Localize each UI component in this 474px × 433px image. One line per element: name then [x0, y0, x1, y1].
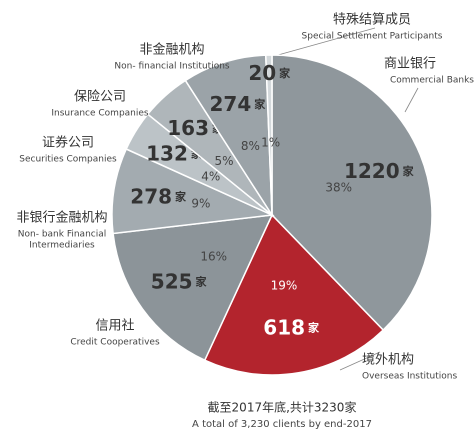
count-unit: 家 — [254, 97, 266, 111]
count-label: 525 家 — [151, 269, 208, 293]
percent-label: 5% — [214, 154, 233, 168]
pie-slice — [112, 214, 274, 362]
percent-label: 38% — [325, 181, 352, 195]
count-value: 278 — [130, 184, 172, 208]
category-zh: 证券公司 — [42, 135, 94, 151]
count-value: 20 — [248, 61, 276, 85]
percent-label: 19% — [271, 278, 298, 292]
category-zh: 商业银行 — [384, 57, 436, 72]
category-zh: 非银行金融机构 — [16, 210, 107, 226]
count-label: 274 家 — [209, 92, 266, 116]
count-unit: 家 — [196, 275, 208, 289]
category-en: Commercial Banks — [390, 76, 474, 86]
leader-line — [404, 87, 419, 113]
percent-label: 9% — [191, 196, 210, 210]
pie-slice — [184, 54, 273, 218]
count-unit: 家 — [403, 164, 415, 178]
category-zh: 非金融机构 — [139, 42, 204, 58]
percent-label: 4% — [201, 170, 220, 184]
count-label: 618 家 — [263, 315, 320, 339]
category-en: Non- bank Financial — [18, 230, 106, 240]
category-zh: 特殊结算成员 — [333, 13, 411, 28]
category-en: Special Settlement Participants — [302, 32, 443, 42]
count-value: 618 — [263, 315, 305, 339]
count-value: 132 — [146, 141, 188, 165]
count-label: 20 家 — [248, 61, 291, 85]
category-en: Securities Companies — [19, 155, 117, 165]
count-value: 1220 — [344, 158, 400, 182]
category-zh: 保险公司 — [74, 90, 126, 105]
category-en: Overseas Institutions — [362, 372, 457, 382]
pie-slice — [111, 148, 275, 235]
category-en: Non- financial Institutions — [114, 62, 230, 72]
count-unit: 家 — [175, 189, 187, 203]
count-value: 525 — [151, 269, 193, 293]
percent-label: 16% — [200, 250, 227, 264]
count-label: 278 家 — [130, 184, 187, 208]
footnote-en: A total of 3,230 clients by end-2017 — [192, 419, 372, 430]
count-value: 163 — [167, 116, 209, 140]
footnote-zh: 截至2017年底,共计3230家 — [208, 400, 357, 415]
count-value: 274 — [209, 92, 251, 116]
pie-slice — [264, 54, 273, 216]
category-zh: 信用社 — [95, 318, 134, 334]
category-en: Insurance Companies — [51, 109, 149, 119]
pie-slice — [271, 54, 433, 332]
percent-label: 8% — [241, 139, 260, 153]
count-label: 1220 家 — [344, 158, 415, 182]
pie-slice — [203, 213, 385, 376]
leader-line — [277, 27, 376, 56]
category-en: Credit Cooperatives — [70, 338, 160, 348]
leader-line — [339, 351, 381, 371]
category-zh: 境外机构 — [362, 353, 414, 368]
count-unit: 家 — [308, 321, 320, 335]
category-en: Intermediaries — [29, 241, 95, 251]
count-unit: 家 — [279, 66, 291, 80]
percent-label: 1% — [261, 136, 280, 150]
